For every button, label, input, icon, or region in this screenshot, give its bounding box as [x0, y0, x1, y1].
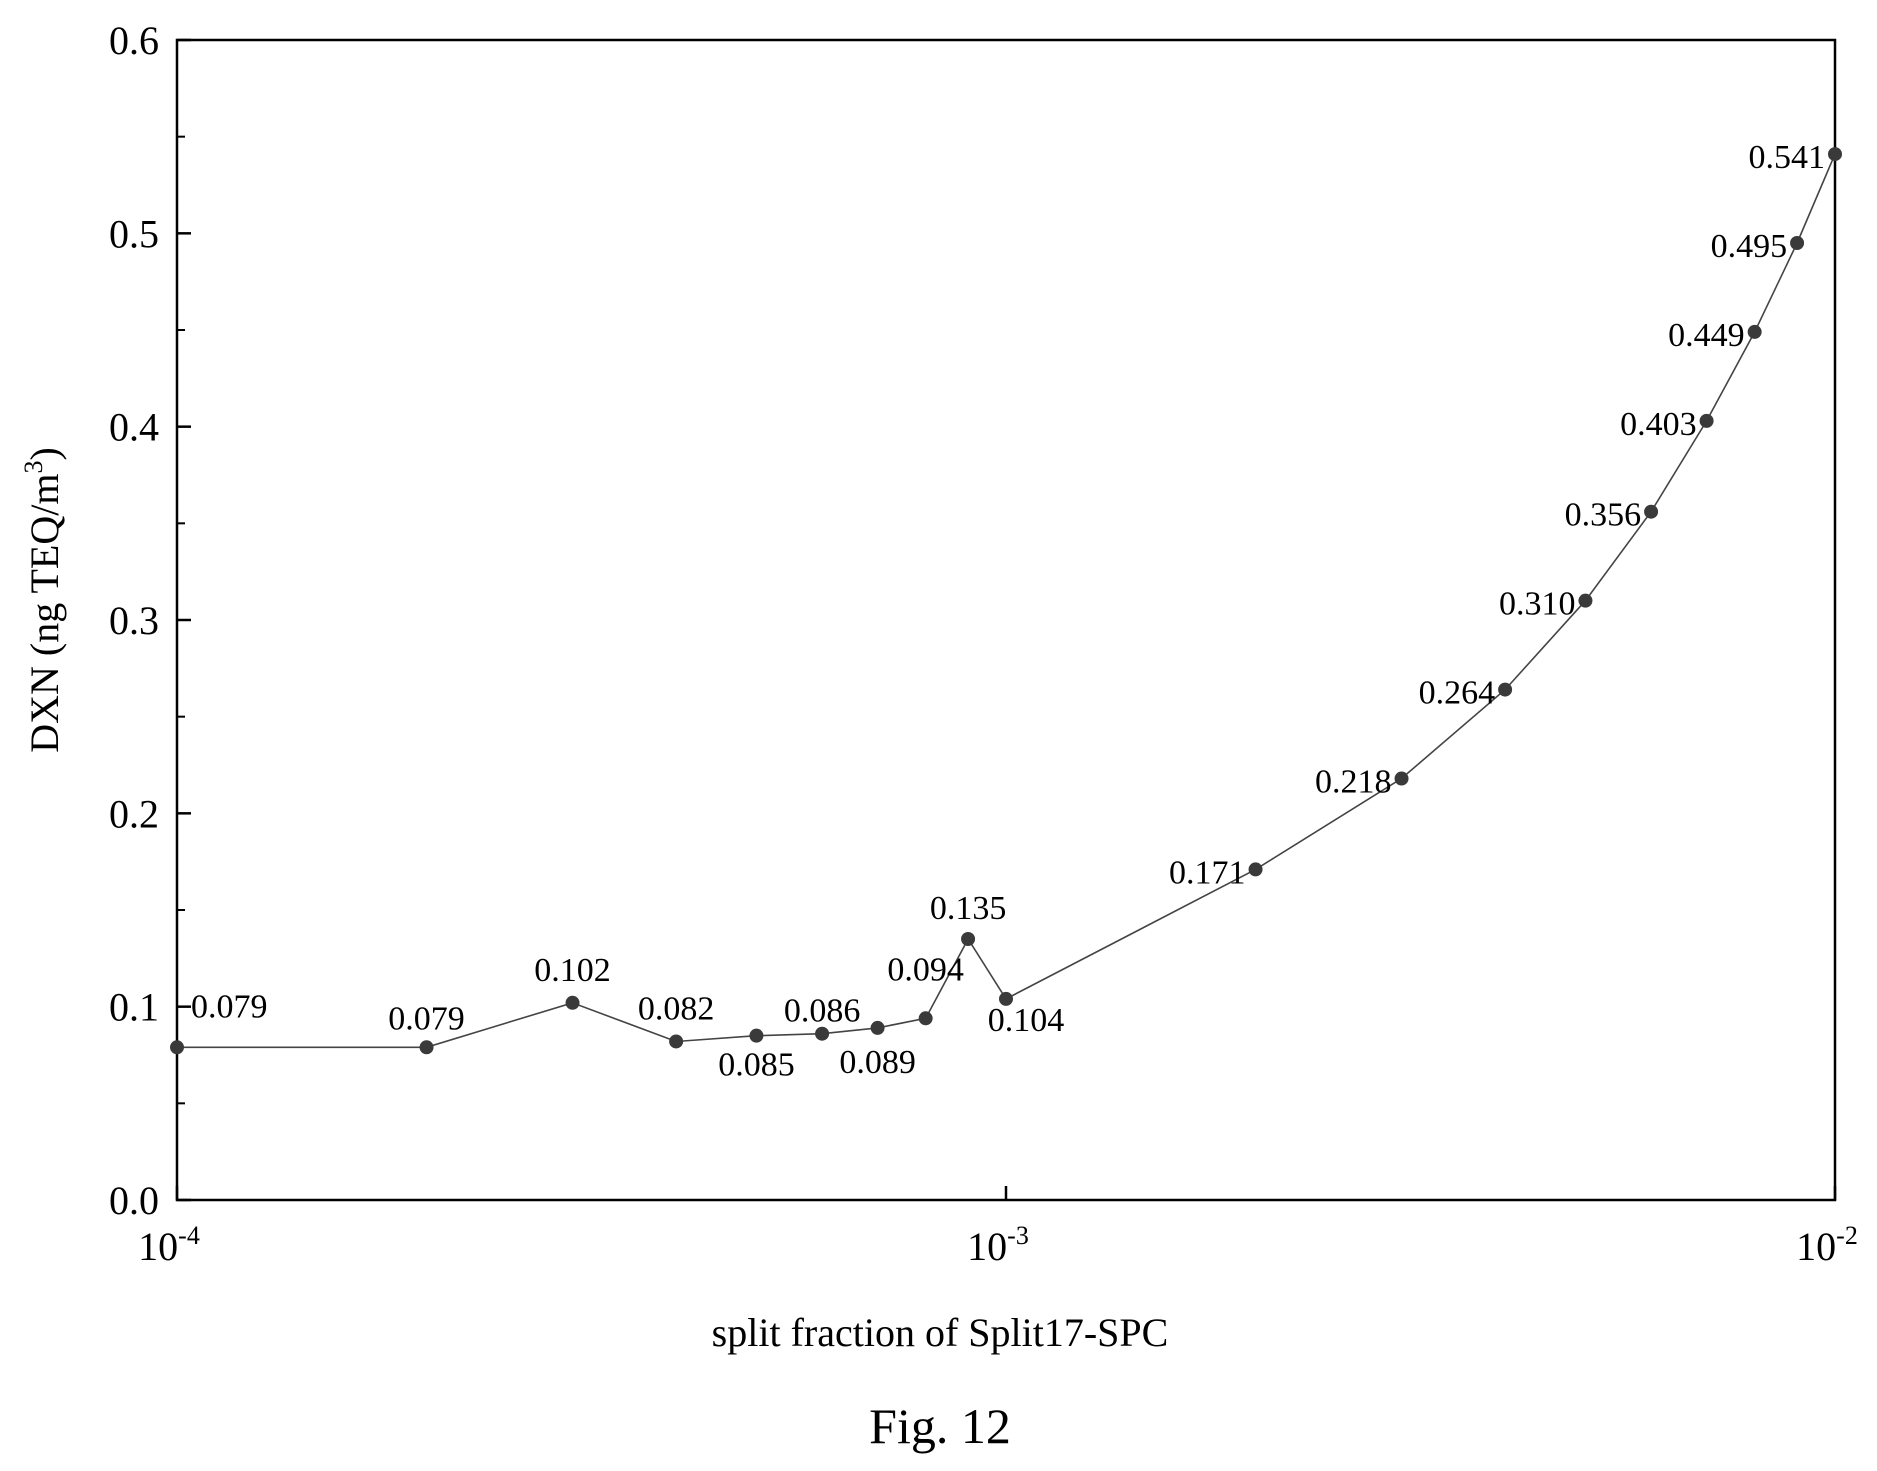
x-axis-title: split fraction of Split17-SPC: [712, 1310, 1169, 1355]
data-label: 0.094: [887, 951, 964, 988]
data-point: [1248, 862, 1263, 877]
data-point: [1498, 682, 1513, 697]
x-axis-ticks: 10-4 10-3 10-2: [138, 1186, 1858, 1269]
data-point: [669, 1034, 684, 1049]
data-label: 0.495: [1711, 228, 1788, 265]
data-point: [1828, 147, 1842, 162]
x-tick-label-base: 10: [138, 1224, 178, 1269]
x-tick-label-base: 10: [1796, 1224, 1836, 1269]
data-label: 0.104: [988, 1002, 1065, 1039]
data-point: [170, 1040, 184, 1055]
data-label: 0.356: [1565, 497, 1642, 534]
data-label: 0.218: [1315, 764, 1392, 801]
y-axis-title-sup: 3: [19, 461, 48, 474]
x-tick-label: 10-2: [1796, 1221, 1858, 1269]
data-label: 0.541: [1749, 139, 1826, 176]
data-point: [815, 1026, 830, 1041]
x-tick-label: 10-3: [967, 1221, 1029, 1269]
y-axis-title-close: ): [22, 447, 67, 460]
plot-frame: [175, 38, 1837, 1202]
data-label: 0.089: [839, 1044, 916, 1081]
data-point: [1699, 413, 1714, 428]
data-point: [918, 1011, 933, 1026]
data-point: [1790, 236, 1805, 250]
y-tick-label: 0.1: [109, 985, 159, 1030]
x-tick-label-exp: -3: [1007, 1221, 1029, 1250]
figure-caption: Fig. 12: [869, 1398, 1011, 1454]
data-label: 0.079: [388, 1000, 465, 1037]
data-label: 0.171: [1169, 854, 1246, 891]
x-tick-label-exp: -2: [1836, 1221, 1858, 1250]
data-point: [1644, 504, 1659, 519]
data-label: 0.135: [930, 890, 1007, 927]
x-tick-label-base: 10: [967, 1224, 1007, 1269]
y-tick-label: 0.4: [109, 405, 159, 450]
y-tick-label: 0.3: [109, 598, 159, 643]
data-points: [170, 147, 1842, 1055]
data-label: 0.085: [718, 1047, 795, 1084]
data-point: [419, 1040, 434, 1055]
data-label: 0.082: [638, 990, 715, 1027]
data-label: 0.403: [1620, 406, 1697, 443]
data-label: 0.310: [1499, 586, 1576, 623]
y-axis-ticks: 0.0 0.1 0.2 0.3 0.4 0.5 0.6: [109, 18, 191, 1223]
y-axis-title: DXN (ng TEQ/m3): [19, 447, 67, 753]
data-point: [749, 1028, 764, 1043]
data-label: 0.449: [1668, 317, 1745, 354]
data-point: [961, 932, 976, 946]
data-label: 0.086: [784, 993, 861, 1030]
data-point: [870, 1020, 885, 1035]
data-point: [565, 995, 580, 1010]
data-point: [1578, 593, 1593, 608]
y-axis-title-main: DXN (ng TEQ/m: [22, 474, 67, 753]
x-tick-label-exp: -4: [178, 1221, 200, 1250]
data-label: 0.264: [1419, 675, 1496, 712]
y-tick-label: 0.6: [109, 18, 159, 63]
x-tick-label: 10-4: [138, 1221, 200, 1269]
data-label: 0.102: [534, 952, 611, 989]
data-point: [1747, 324, 1762, 339]
y-tick-label: 0.5: [109, 211, 159, 256]
data-point: [999, 991, 1013, 1006]
y-tick-label: 0.2: [109, 791, 159, 836]
data-point: [1394, 771, 1409, 786]
y-tick-label: 0.0: [109, 1178, 159, 1223]
data-label: 0.079: [191, 988, 268, 1025]
